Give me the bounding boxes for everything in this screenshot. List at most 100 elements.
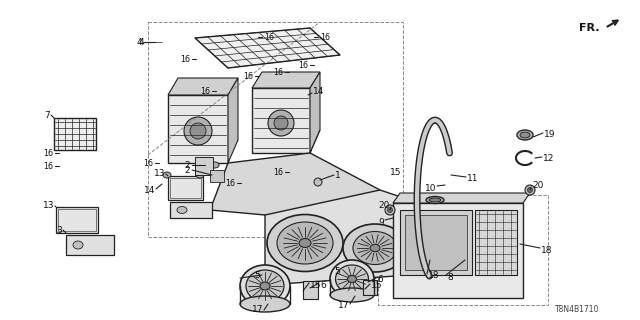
Text: 13: 13 [42,201,54,210]
Ellipse shape [517,130,533,140]
Bar [54,118,96,150]
Polygon shape [195,28,340,68]
Polygon shape [393,193,530,203]
FancyBboxPatch shape [66,235,114,255]
Ellipse shape [330,260,374,298]
Ellipse shape [240,265,290,307]
Ellipse shape [426,196,444,204]
Text: 8: 8 [447,274,452,283]
Text: 11: 11 [467,173,479,182]
Bar [252,88,310,153]
FancyBboxPatch shape [170,202,212,218]
Text: 16: 16 [143,158,153,167]
Text: 14: 14 [313,86,324,95]
Text: 18: 18 [541,245,552,254]
Text: 4: 4 [136,37,142,46]
Bar [400,210,472,275]
Ellipse shape [240,296,290,312]
Bar [393,203,523,298]
Ellipse shape [163,172,171,178]
Bar [405,215,467,270]
FancyBboxPatch shape [56,207,98,233]
Text: 4: 4 [138,37,144,46]
Text: 16: 16 [43,162,53,171]
Text: 1: 1 [335,171,340,180]
Text: 13: 13 [154,169,165,178]
Text: 20: 20 [532,180,543,189]
Polygon shape [228,78,238,163]
Text: 16: 16 [180,54,190,63]
Text: 19: 19 [544,130,556,139]
Bar [378,195,548,305]
Ellipse shape [330,288,374,302]
Ellipse shape [277,222,333,264]
Text: 17: 17 [337,300,349,309]
Text: 15: 15 [371,282,383,291]
Text: 15: 15 [310,281,321,290]
Ellipse shape [177,206,187,213]
Text: 12: 12 [543,154,554,163]
Text: FR.: FR. [579,23,600,33]
Bar [210,170,224,182]
Ellipse shape [353,231,397,265]
Ellipse shape [370,244,380,252]
Text: 9: 9 [378,218,384,227]
Circle shape [527,188,532,193]
Circle shape [268,110,294,136]
Text: 16: 16 [43,148,53,157]
Ellipse shape [299,238,311,247]
Text: 14: 14 [143,186,155,195]
Text: 2: 2 [184,161,190,170]
Bar [195,157,213,175]
Bar [363,280,377,295]
Ellipse shape [267,214,343,271]
Ellipse shape [196,172,204,178]
Circle shape [387,207,392,212]
Bar [148,22,403,237]
Text: T8N4B1710: T8N4B1710 [555,306,600,315]
Ellipse shape [211,162,219,168]
Text: 16: 16 [264,33,274,42]
Circle shape [274,116,288,130]
Text: 16: 16 [243,71,253,81]
Bar [58,209,96,231]
Text: 3: 3 [56,226,62,235]
Ellipse shape [73,241,83,249]
Text: 5: 5 [334,267,340,276]
Text: 16: 16 [298,60,308,69]
Text: 16: 16 [320,33,330,42]
Circle shape [385,205,395,215]
Text: 16: 16 [225,179,235,188]
FancyBboxPatch shape [168,176,203,200]
Ellipse shape [260,282,270,290]
Polygon shape [252,72,320,88]
Text: 10: 10 [424,183,436,193]
Text: 16: 16 [273,167,283,177]
Polygon shape [265,190,410,285]
Polygon shape [168,78,238,95]
Text: 7: 7 [44,110,50,119]
Circle shape [314,178,322,186]
Bar [303,281,318,299]
Text: 16: 16 [200,86,210,95]
Text: 6: 6 [320,281,326,290]
Bar [170,178,201,198]
Circle shape [190,123,206,139]
Text: 5: 5 [254,270,260,279]
Ellipse shape [343,224,407,272]
Ellipse shape [335,265,369,293]
Polygon shape [210,153,380,215]
Text: 6: 6 [377,276,383,284]
Circle shape [525,185,535,195]
Ellipse shape [246,270,284,302]
Text: 20: 20 [379,201,390,210]
Circle shape [184,117,212,145]
Polygon shape [310,72,320,153]
Text: 17: 17 [252,306,263,315]
Bar [475,210,517,275]
Text: 16: 16 [273,68,283,76]
Text: 2: 2 [184,165,190,174]
Text: 18: 18 [428,271,440,281]
Ellipse shape [348,276,356,283]
Ellipse shape [520,132,530,138]
